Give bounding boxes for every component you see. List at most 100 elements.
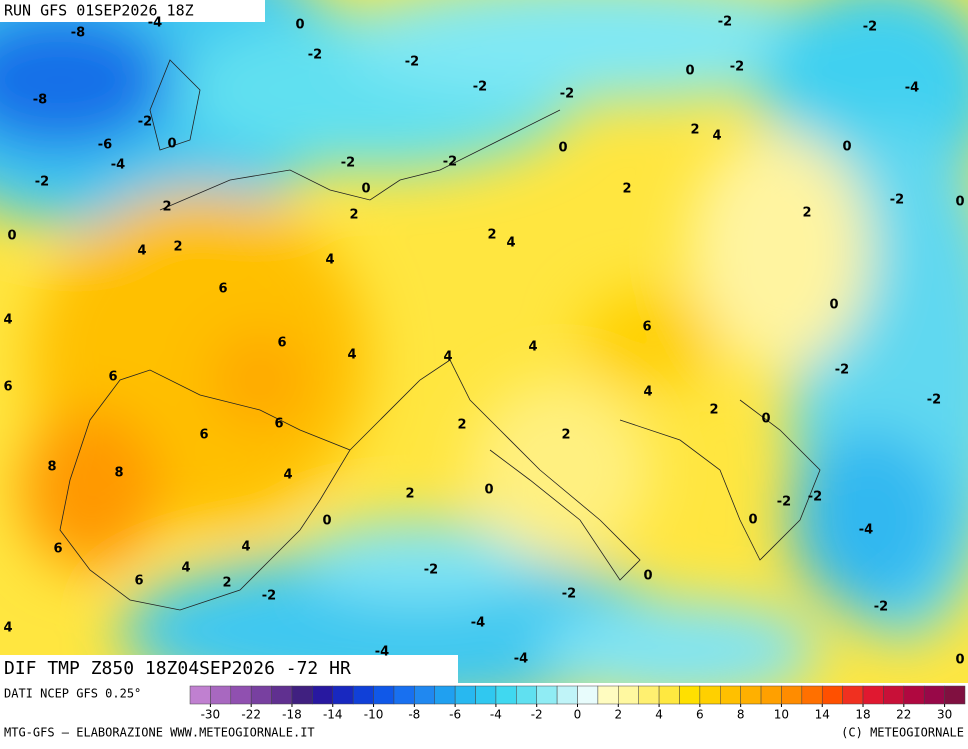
coastlines	[59, 59, 821, 611]
contour-label: -4	[471, 616, 485, 631]
contour-label: 0	[761, 412, 770, 427]
contour-label: -4	[514, 652, 528, 667]
contour-label: -4	[859, 523, 873, 538]
contour-label: 6	[134, 574, 143, 589]
colorbar-swatch	[271, 685, 293, 705]
colorbar-label: -6	[449, 708, 461, 722]
contour-label: 2	[173, 240, 182, 255]
contour-label: 6	[53, 542, 62, 557]
colorbar-label: -8	[408, 708, 420, 722]
contour-label: 4	[347, 348, 356, 363]
colorbar-swatch	[250, 685, 272, 705]
contour-label: 2	[622, 182, 631, 197]
colorbar-label: 6	[696, 708, 704, 722]
colorbar-swatch	[210, 685, 232, 705]
colorbar-swatch	[352, 685, 374, 705]
colorbar-label: 0	[574, 708, 582, 722]
contour-label: -2	[874, 600, 888, 615]
contour-label: 4	[137, 244, 146, 259]
colorbar-swatch	[536, 685, 558, 705]
contour-label: -2	[341, 156, 355, 171]
colorbar-swatch	[189, 685, 211, 705]
contour-label: -2	[35, 175, 49, 190]
colorbar-swatch	[679, 685, 701, 705]
colorbar-swatch	[944, 685, 966, 705]
contour-label: -2	[835, 363, 849, 378]
colorbar-swatch	[312, 685, 334, 705]
contour-label: -2	[424, 563, 438, 578]
colorbar-swatch	[434, 685, 456, 705]
contour-label: 4	[506, 236, 515, 251]
copyright-label: (C) METEOGIORNALE	[841, 726, 964, 740]
contour-label: 2	[561, 428, 570, 443]
colorbar-swatch	[373, 685, 395, 705]
contour-label: 2	[690, 123, 699, 138]
colorbar-label: 2	[614, 708, 622, 722]
colorbar-label: -30	[201, 708, 221, 722]
contour-label: 0	[643, 569, 652, 584]
colorbar-swatch	[291, 685, 313, 705]
contour-label: 6	[108, 370, 117, 385]
contour-label: 2	[162, 200, 171, 215]
colorbar-swatch	[597, 685, 619, 705]
colorbar-swatch	[414, 685, 435, 705]
contour-label: 0	[558, 141, 567, 156]
contour-label: 6	[274, 417, 283, 432]
contour-label: 4	[3, 621, 12, 636]
contour-label: 0	[748, 513, 757, 528]
contour-label: -2	[890, 193, 904, 208]
colorbar-swatch	[495, 685, 517, 705]
contour-label: 0	[361, 182, 370, 197]
colorbar-swatch	[923, 685, 945, 705]
contour-label: 6	[642, 320, 651, 335]
contour-label: 2	[709, 403, 718, 418]
contour-label: 4	[712, 129, 721, 144]
contour-label: 0	[685, 64, 694, 79]
contour-label: 2	[487, 228, 496, 243]
contour-label: -4	[375, 645, 389, 660]
contour-label: -6	[98, 138, 112, 153]
colorbar-label: 30	[937, 708, 952, 722]
contour-label: -4	[148, 16, 162, 31]
contour-label: -8	[33, 93, 47, 108]
colorbar-swatch	[454, 685, 476, 705]
credit-label: MTG-GFS — ELABORAZIONE WWW.METEOGIORNALE…	[4, 726, 315, 740]
contour-label: 4	[3, 313, 12, 328]
colorbar-swatch	[638, 685, 660, 705]
contour-label: -2	[808, 490, 822, 505]
contour-label: 2	[802, 206, 811, 221]
colorbar-swatch	[332, 685, 354, 705]
colorbar-label: -18	[282, 708, 302, 722]
contour-label: 2	[405, 487, 414, 502]
colorbar-label: 22	[896, 708, 911, 722]
source-label: DATI NCEP GFS 0.25°	[4, 687, 141, 701]
colorbar-label: 4	[655, 708, 663, 722]
colorbar-swatch	[842, 685, 864, 705]
colorbar-swatch	[883, 685, 905, 705]
colorbar-swatch	[699, 685, 721, 705]
colorbar-label: -14	[323, 708, 343, 722]
contour-label: 8	[114, 466, 123, 481]
colorbar-swatch	[862, 685, 884, 705]
contour-label: 0	[955, 195, 964, 210]
contour-label: 4	[325, 253, 334, 268]
contour-label: 0	[955, 653, 964, 668]
contour-label: 0	[7, 229, 16, 244]
colorbar-swatch	[556, 685, 578, 705]
contour-label: -2	[863, 20, 877, 35]
contour-label: -4	[111, 158, 125, 173]
contour-label: -2	[562, 587, 576, 602]
contour-label: 2	[222, 576, 231, 591]
colorbar-label: -10	[364, 708, 384, 722]
contour-label: -2	[262, 589, 276, 604]
contour-label: -2	[473, 80, 487, 95]
contour-label: 6	[218, 282, 227, 297]
colorbar-swatch	[475, 685, 497, 705]
contour-label: -2	[138, 115, 152, 130]
run-label: RUN GFS 01SEP2026 18Z	[4, 2, 194, 20]
colorbar-label: 14	[815, 708, 830, 722]
contour-label: 2	[457, 418, 466, 433]
contour-label: 0	[295, 18, 304, 33]
colorbar-swatch	[393, 685, 415, 705]
contour-label: 8	[47, 460, 56, 475]
